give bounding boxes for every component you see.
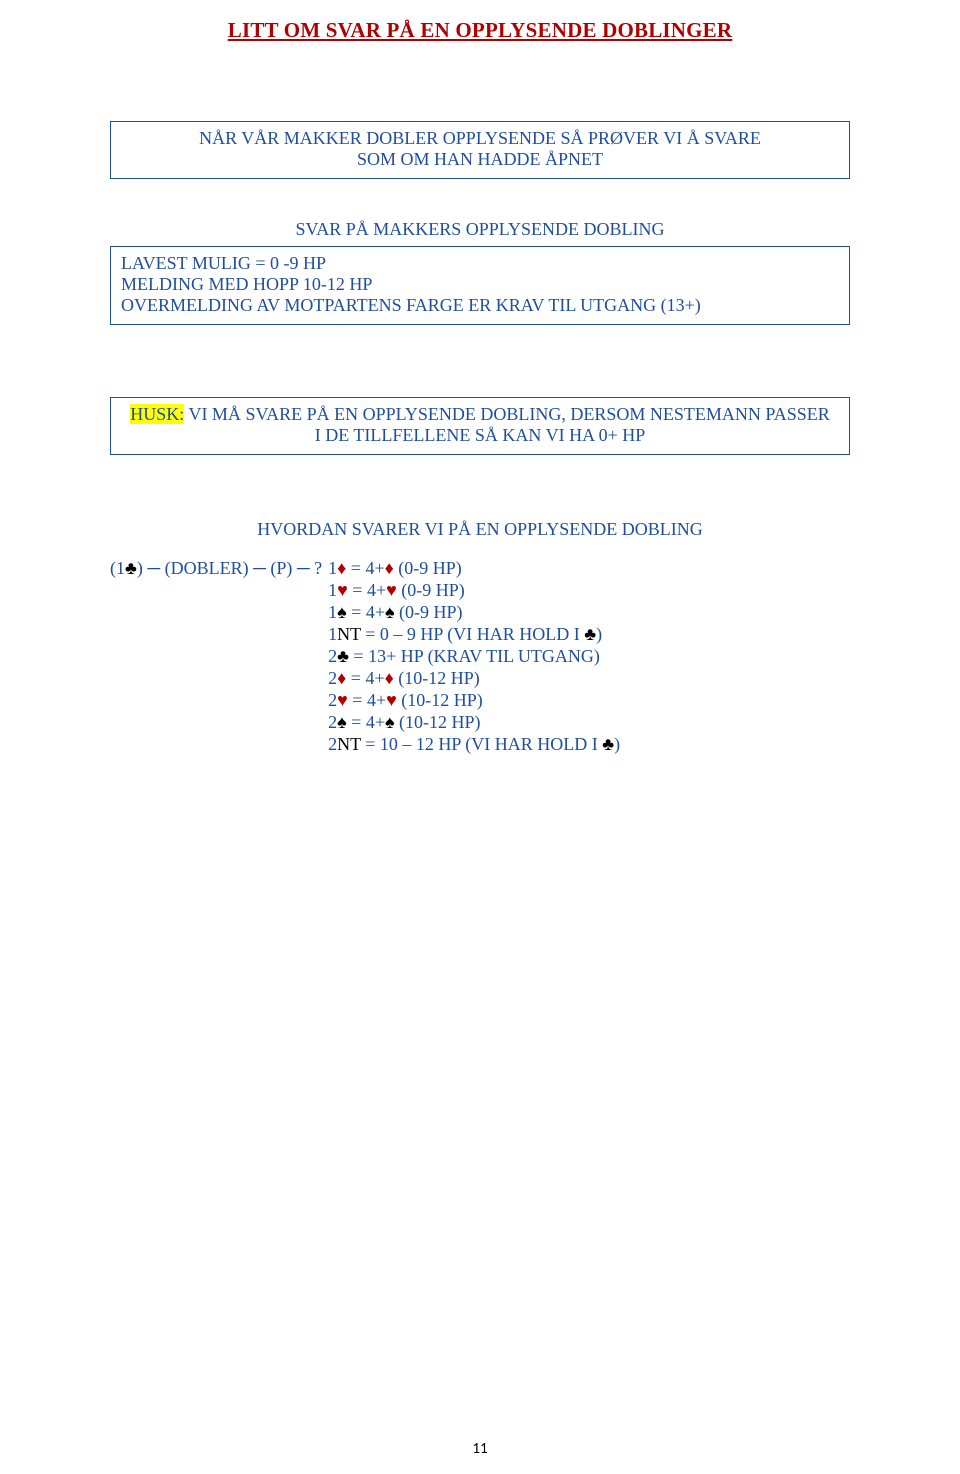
answer-line: 2♠ = 4+♠ (10-12 HP) xyxy=(328,712,620,733)
answers-list: 1♦ = 4+♦ (0-9 HP)1♥ = 4+♥ (0-9 HP)1♠ = 4… xyxy=(328,558,620,756)
bidding-row: (1♣) ─ (DOBLER) ─ (P) ─ ? 1♦ = 4+♦ (0-9 … xyxy=(110,558,850,756)
page: LITT OM SVAR PÅ EN OPPLYSENDE DOBLINGER … xyxy=(0,0,960,1474)
answer-line: 1♦ = 4+♦ (0-9 HP) xyxy=(328,558,620,579)
subheader-1: SVAR PÅ MAKKERS OPPLYSENDE DOBLING xyxy=(110,219,850,240)
page-number: 11 xyxy=(0,1440,960,1458)
box-intro-line1: NÅR VÅR MAKKER DOBLER OPPLYSENDE SÅ PRØV… xyxy=(119,128,841,149)
box-rules-line1: LAVEST MULIG = 0 -9 HP xyxy=(121,253,839,274)
box-rules-line3: OVERMELDING AV MOTPARTENS FARGE ER KRAV … xyxy=(121,295,839,316)
box-husk-line2: I DE TILLFELLENE SÅ KAN VI HA 0+ HP xyxy=(119,425,841,446)
husk-highlight: HUSK: xyxy=(130,404,184,424)
answer-line: 1♥ = 4+♥ (0-9 HP) xyxy=(328,580,620,601)
answer-line: 2NT = 10 – 12 HP (VI HAR HOLD I ♣) xyxy=(328,734,620,755)
box-husk-line1: HUSK: VI MÅ SVARE PÅ EN OPPLYSENDE DOBLI… xyxy=(119,404,841,425)
answer-line: 2♣ = 13+ HP (KRAV TIL UTGANG) xyxy=(328,646,620,667)
bidding-sequence: (1♣) ─ (DOBLER) ─ (P) ─ ? xyxy=(110,558,328,579)
answer-line: 2♦ = 4+♦ (10-12 HP) xyxy=(328,668,620,689)
box-rules-line2: MELDING MED HOPP 10-12 HP xyxy=(121,274,839,295)
answer-line: 1♠ = 4+♠ (0-9 HP) xyxy=(328,602,620,623)
answer-line: 2♥ = 4+♥ (10-12 HP) xyxy=(328,690,620,711)
box-rules: LAVEST MULIG = 0 -9 HP MELDING MED HOPP … xyxy=(110,246,850,325)
box-intro-line2: SOM OM HAN HADDE ÅPNET xyxy=(119,149,841,170)
box-intro: NÅR VÅR MAKKER DOBLER OPPLYSENDE SÅ PRØV… xyxy=(110,121,850,179)
answers-block: HVORDAN SVARER VI PÅ EN OPPLYSENDE DOBLI… xyxy=(110,519,850,756)
subheader-2: HVORDAN SVARER VI PÅ EN OPPLYSENDE DOBLI… xyxy=(110,519,850,540)
page-title: LITT OM SVAR PÅ EN OPPLYSENDE DOBLINGER xyxy=(110,18,850,43)
answer-line: 1NT = 0 – 9 HP (VI HAR HOLD I ♣) xyxy=(328,624,620,645)
box-husk: HUSK: VI MÅ SVARE PÅ EN OPPLYSENDE DOBLI… xyxy=(110,397,850,455)
husk-rest: VI MÅ SVARE PÅ EN OPPLYSENDE DOBLING, DE… xyxy=(184,404,829,424)
